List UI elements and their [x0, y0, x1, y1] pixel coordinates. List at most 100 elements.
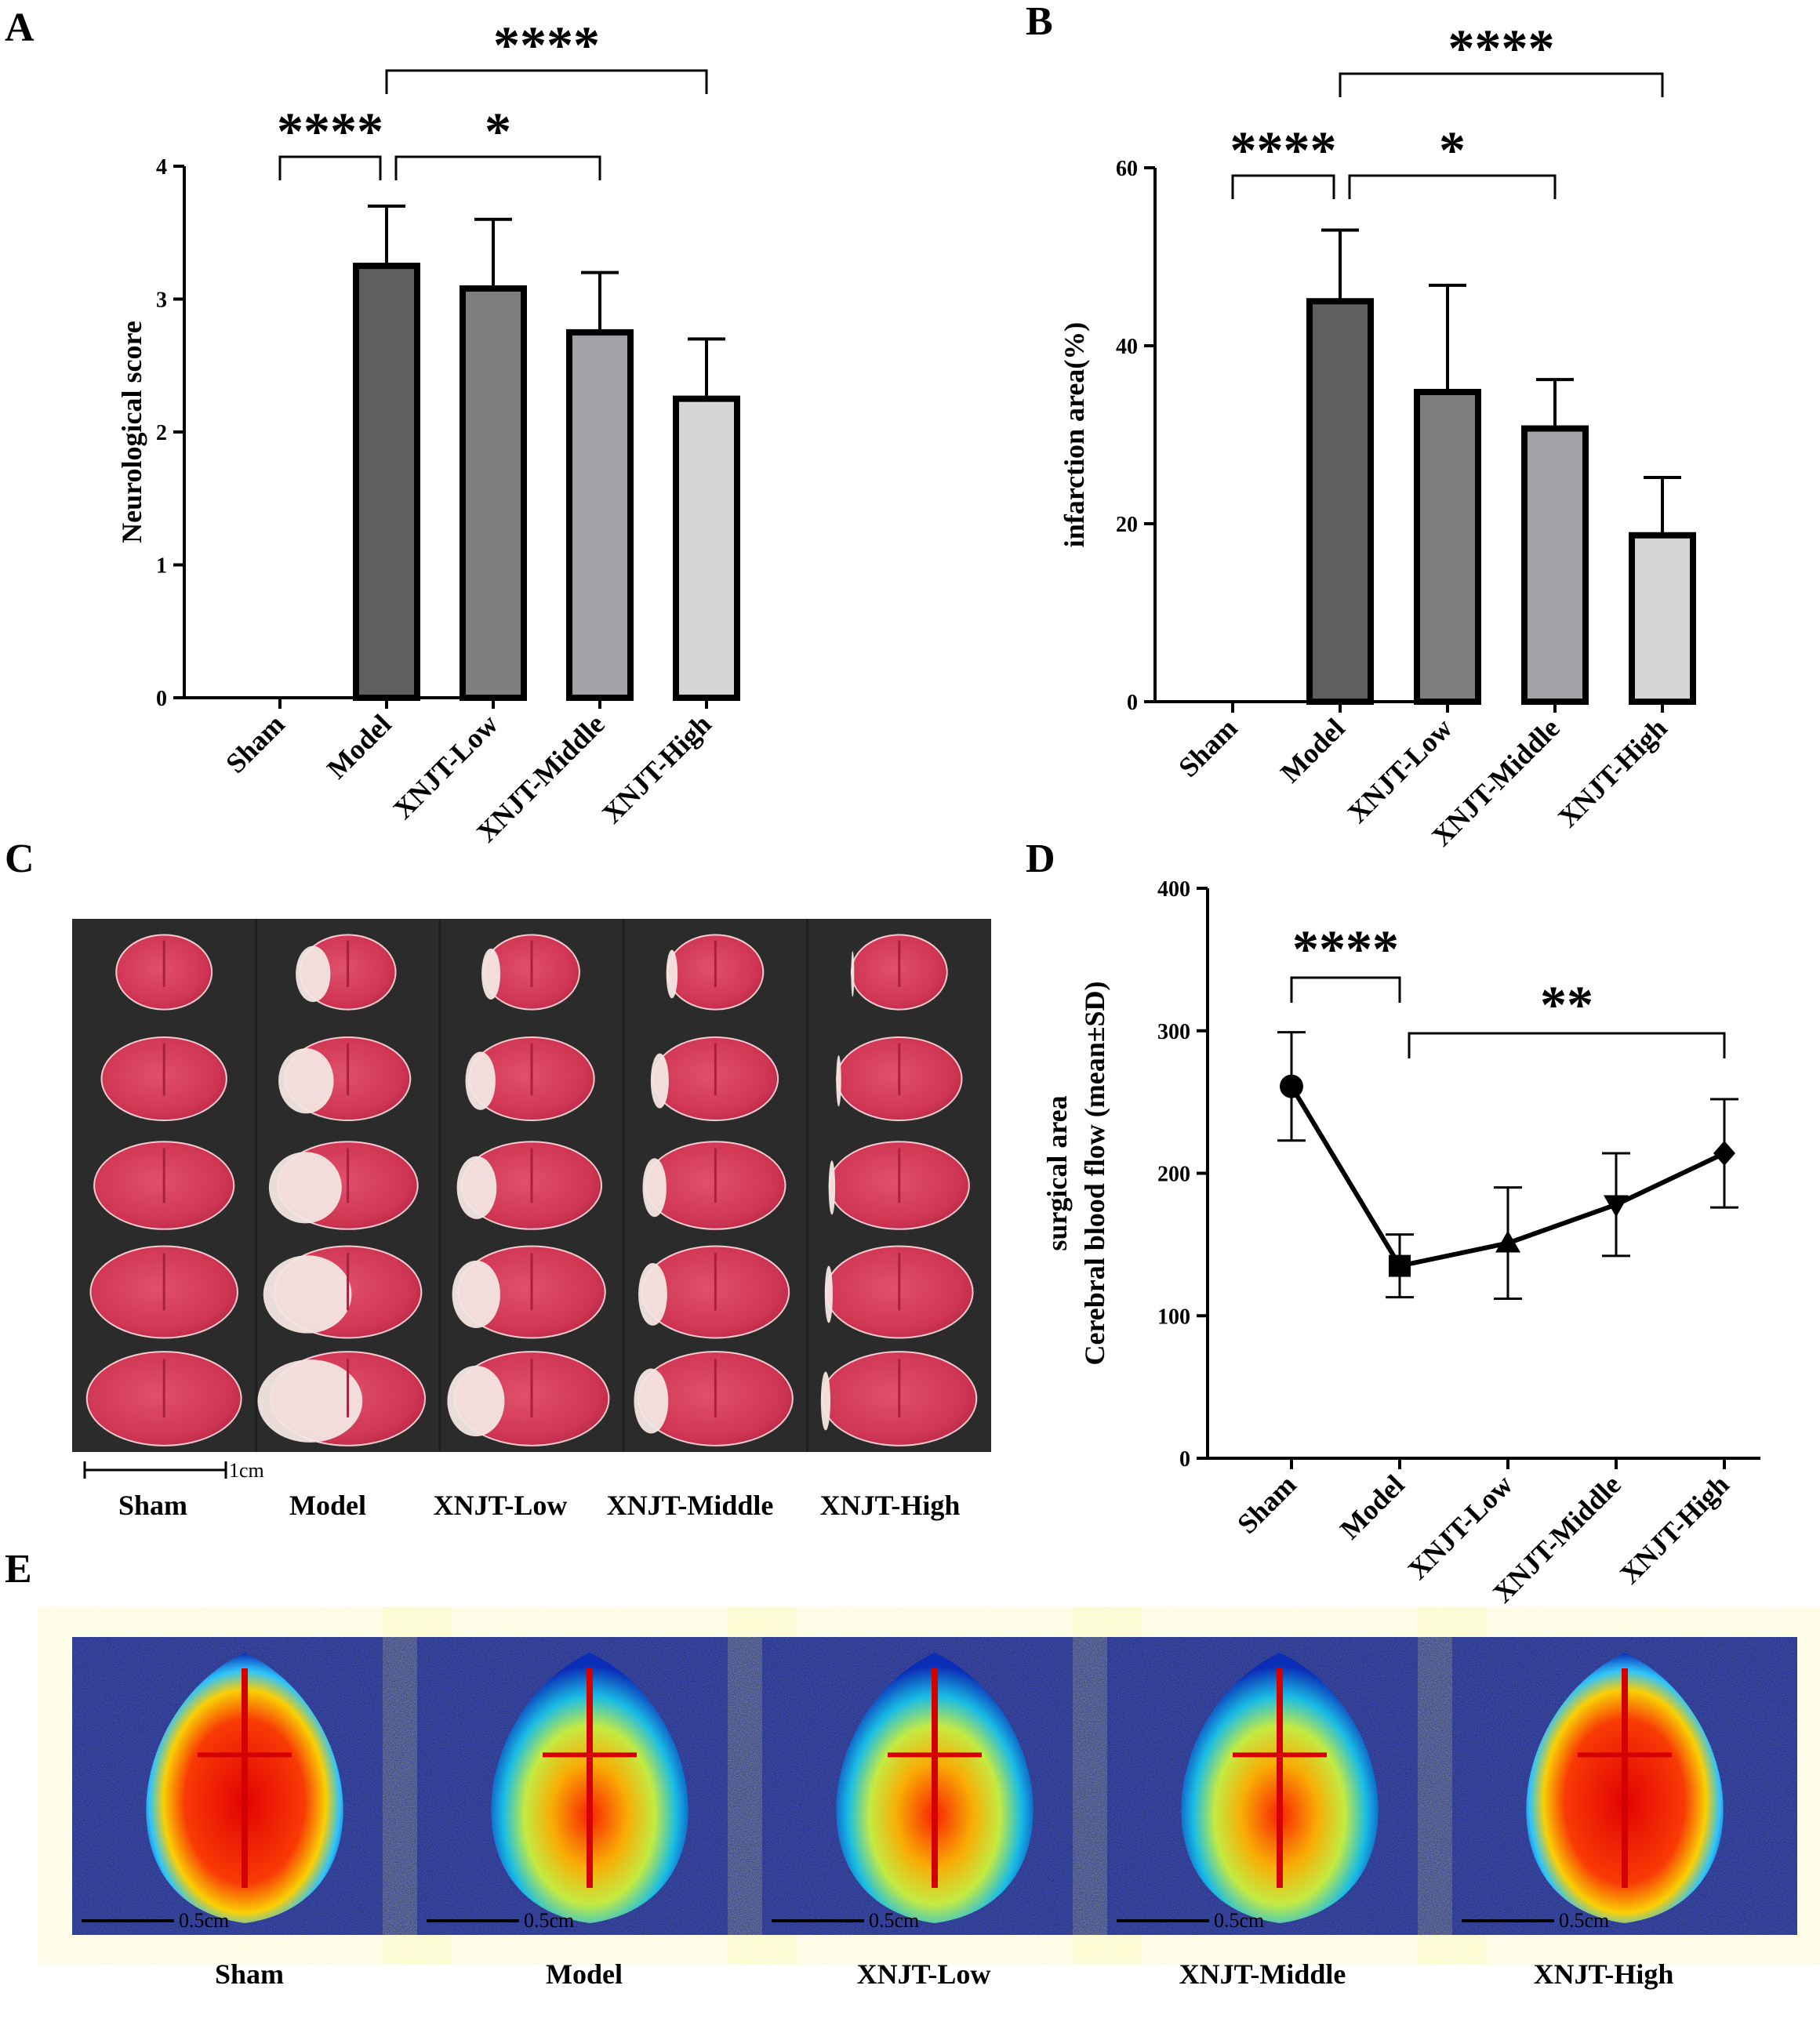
infarct-region: [465, 1051, 496, 1110]
y-tick-label: 200: [1157, 1163, 1190, 1187]
infarct-region: [257, 1359, 363, 1443]
photo-e-label: XNJT-High: [1534, 1958, 1674, 1990]
y-axis-title-line1: surgical area: [1041, 1095, 1073, 1250]
y-tick-label: 40: [1116, 335, 1138, 359]
significance-bracket: [1290, 976, 1401, 1003]
significance-bracket: [278, 155, 382, 180]
panel-label-c: C: [5, 837, 35, 881]
x-category-label: Sham: [1172, 712, 1244, 783]
chart-d-cerebral-blood-flow: 0 100 200 300 400 surgical area Cerebral blood…: [1041, 877, 1760, 1609]
marker-triangle-up: [1495, 1230, 1520, 1253]
x-category-label: Sham: [220, 708, 291, 779]
x-category-label: XNJT-High: [1614, 1468, 1735, 1590]
scale-bar-label: 0.5cm: [1214, 1909, 1264, 1932]
y-tick-label: 2: [156, 421, 167, 445]
scale-bar-label: 0.5cm: [869, 1909, 919, 1932]
panel-label-d: D: [1026, 837, 1055, 881]
significance-label: ****: [1448, 18, 1555, 78]
photo-c-label: Sham: [118, 1490, 187, 1521]
y-tick-label: 400: [1157, 877, 1190, 902]
significance-bracket: [1339, 72, 1664, 97]
scale-bar-label: 0.5cm: [524, 1909, 574, 1932]
x-category-label: XNJT-Low: [387, 708, 504, 825]
scale-bar-label: 1cm: [229, 1459, 264, 1482]
infarct-region: [278, 1048, 334, 1114]
photo-e-label: XNJT-Middle: [1179, 1958, 1346, 1990]
x-category-label: Sham: [1231, 1468, 1302, 1540]
y-tick-label: 0: [1127, 691, 1138, 715]
significance-bracket: [394, 155, 601, 180]
x-category-label: XNJT-High: [1552, 712, 1673, 833]
significance-bracket: [1348, 174, 1557, 199]
photo-c-label: Model: [289, 1490, 366, 1521]
chart-b-infarction-area: 0 20 40 60 infarction area(%) Sham ModelXNJT-L…: [1059, 18, 1696, 852]
infarct-region: [650, 1053, 669, 1109]
y-tick-label: 4: [156, 155, 167, 180]
infarct-region: [642, 1158, 667, 1218]
significance-label: **: [1540, 975, 1593, 1034]
marker-diamond: [1713, 1141, 1735, 1167]
ttc-stained-brain-slices: 1cm Sham Model XNJT-Low XNJT-Middle XNJT-High: [72, 919, 991, 1521]
chart-a-neurological-score: 0 1 2 3 4 Neurological score Sham ModelXNJT-Low…: [116, 15, 740, 848]
marker-triangle-down: [1604, 1195, 1629, 1218]
bar: [460, 285, 527, 701]
bar: [566, 328, 634, 701]
photo-e-label: Sham: [215, 1958, 284, 1990]
y-tick-label: 0: [156, 687, 167, 711]
infarct-region: [666, 949, 678, 999]
x-category-label: XNJT-High: [596, 708, 717, 829]
x-category-label: XNJT-Low: [1342, 712, 1459, 829]
bar: [353, 263, 420, 701]
significance-bracket: [1231, 174, 1335, 199]
scale-bar-label: 0.5cm: [1559, 1909, 1609, 1932]
panel-label-e: E: [5, 1547, 32, 1592]
bar: [1306, 298, 1374, 705]
infarct-region: [263, 1255, 352, 1334]
laser-speckle-perfusion-images: 0.5cm 0.5cm 0.5cm 0.5cm 0.5cm Sham Model XNJT-L…: [72, 1637, 1797, 1990]
panel-label-a: A: [5, 5, 35, 50]
y-tick-label: 3: [156, 289, 167, 313]
infarct-region: [634, 1368, 669, 1434]
bar: [673, 395, 740, 701]
panel-label-b: B: [1026, 0, 1053, 44]
infarct-region: [851, 951, 855, 997]
significance-label: ****: [493, 15, 600, 74]
x-category-label: XNJT-Low: [1402, 1468, 1519, 1585]
y-tick-label: 60: [1116, 157, 1138, 181]
significance-label: ****: [1292, 919, 1399, 978]
x-category-label: Model: [1274, 712, 1351, 789]
photo-c-label: XNJT-Middle: [607, 1490, 774, 1521]
x-category-label: Model: [1334, 1468, 1411, 1545]
y-tick-label: 0: [1179, 1447, 1190, 1472]
significance-label: ****: [1230, 120, 1337, 180]
significance-bracket: [385, 69, 708, 94]
y-tick-label: 300: [1157, 1020, 1190, 1044]
y-axis-title-line2: Cerebral blood flow (mean±SD): [1079, 981, 1110, 1365]
infarct-region: [820, 1371, 830, 1431]
marker-circle: [1280, 1074, 1303, 1098]
infarct-region: [836, 1054, 841, 1107]
infarct-region: [268, 1152, 342, 1224]
infarct-region: [452, 1260, 500, 1328]
significance-label: *: [1439, 120, 1466, 180]
y-tick-label: 20: [1116, 513, 1138, 537]
bar: [1521, 425, 1589, 705]
bar: [1414, 389, 1481, 705]
y-axis-title: infarction area(%): [1059, 322, 1090, 548]
photo-e-label: XNJT-Low: [857, 1958, 991, 1990]
y-tick-label: 1: [156, 554, 167, 579]
y-tick-label: 100: [1157, 1305, 1190, 1329]
photo-e-label: Model: [546, 1958, 623, 1990]
infarct-region: [456, 1156, 497, 1219]
infarct-region: [828, 1160, 836, 1215]
significance-label: *: [485, 101, 511, 161]
photo-c-label: XNJT-High: [820, 1490, 961, 1521]
marker-square: [1389, 1254, 1411, 1277]
infarct-region: [447, 1365, 505, 1437]
infarct-region: [481, 948, 501, 1000]
scale-bar-label: 0.5cm: [179, 1909, 229, 1932]
infarct-region: [638, 1263, 667, 1326]
significance-label: ****: [277, 101, 383, 161]
x-category-label: Model: [321, 708, 398, 785]
